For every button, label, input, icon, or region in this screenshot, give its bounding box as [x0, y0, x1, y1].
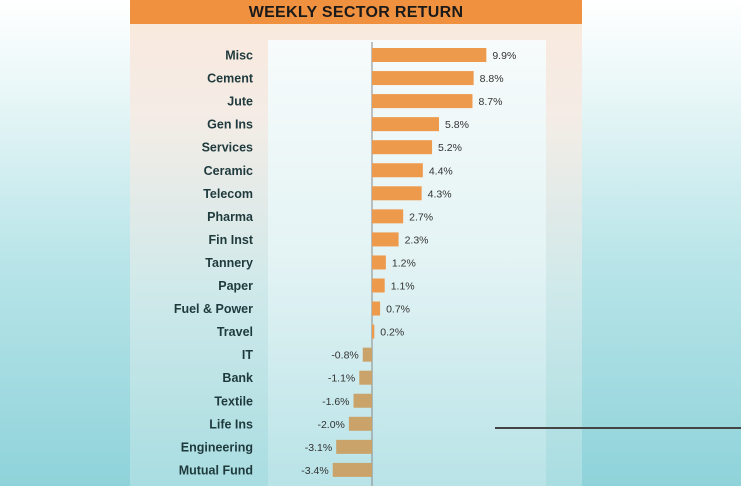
data-label: -2.0%	[317, 419, 344, 431]
data-label: 1.2%	[392, 257, 416, 269]
category-label: Fuel & Power	[174, 302, 253, 316]
category-label: Bank	[222, 371, 253, 385]
bar	[372, 232, 399, 247]
category-label: Fin Inst	[209, 233, 254, 247]
bar	[362, 347, 372, 362]
data-label: 0.2%	[380, 327, 404, 339]
data-label: -1.1%	[328, 373, 355, 385]
chart-title: WEEKLY SECTOR RETURN	[130, 0, 582, 24]
data-label: 8.7%	[478, 96, 502, 108]
category-label: Ceramic	[204, 164, 253, 178]
category-label: Services	[202, 141, 253, 155]
data-label: 2.7%	[409, 211, 433, 223]
category-label: Engineering	[181, 440, 253, 454]
category-label: Misc	[225, 49, 253, 63]
category-label: Cement	[207, 72, 254, 86]
category-label: IT	[242, 348, 253, 362]
decorative-line	[495, 427, 741, 429]
data-label: 4.3%	[428, 188, 452, 200]
data-label: 5.2%	[438, 142, 462, 154]
data-label: 5.8%	[445, 119, 469, 131]
category-label: Life Ins	[209, 417, 253, 431]
category-label: Travel	[217, 325, 253, 339]
data-label: -0.8%	[331, 350, 358, 362]
bar	[372, 186, 422, 201]
category-label: Textile	[214, 394, 253, 408]
bar	[372, 301, 381, 316]
bar	[332, 462, 372, 477]
bar	[372, 209, 404, 224]
data-label: 2.3%	[405, 234, 429, 246]
bar	[372, 117, 439, 132]
category-label: Mutual Fund	[179, 463, 253, 477]
bar	[372, 140, 433, 155]
category-label: Telecom	[203, 187, 253, 201]
data-label: 4.4%	[429, 165, 453, 177]
bar	[372, 255, 386, 270]
data-label: -3.4%	[301, 465, 328, 477]
category-label: Tannery	[205, 256, 253, 270]
bar	[372, 71, 474, 86]
data-label: 8.8%	[480, 73, 504, 85]
data-label: 9.9%	[492, 50, 516, 62]
data-label: -1.6%	[322, 396, 349, 408]
bar	[372, 94, 473, 109]
chart-panel: WEEKLY SECTOR RETURN	[130, 0, 582, 486]
data-label: 0.7%	[386, 304, 410, 316]
data-label: -3.1%	[305, 442, 332, 454]
plot-area	[268, 40, 546, 486]
category-label: Pharma	[207, 210, 254, 224]
category-label: Gen Ins	[207, 118, 253, 132]
bar	[353, 393, 372, 408]
data-label: 1.1%	[391, 281, 415, 293]
bar	[348, 416, 372, 431]
category-label: Paper	[218, 279, 253, 293]
bar	[336, 439, 372, 454]
bar	[372, 278, 385, 293]
bar	[372, 324, 375, 339]
bar	[372, 163, 423, 178]
category-label: Jute	[227, 95, 253, 109]
bar	[359, 370, 372, 385]
bar	[372, 48, 487, 62]
